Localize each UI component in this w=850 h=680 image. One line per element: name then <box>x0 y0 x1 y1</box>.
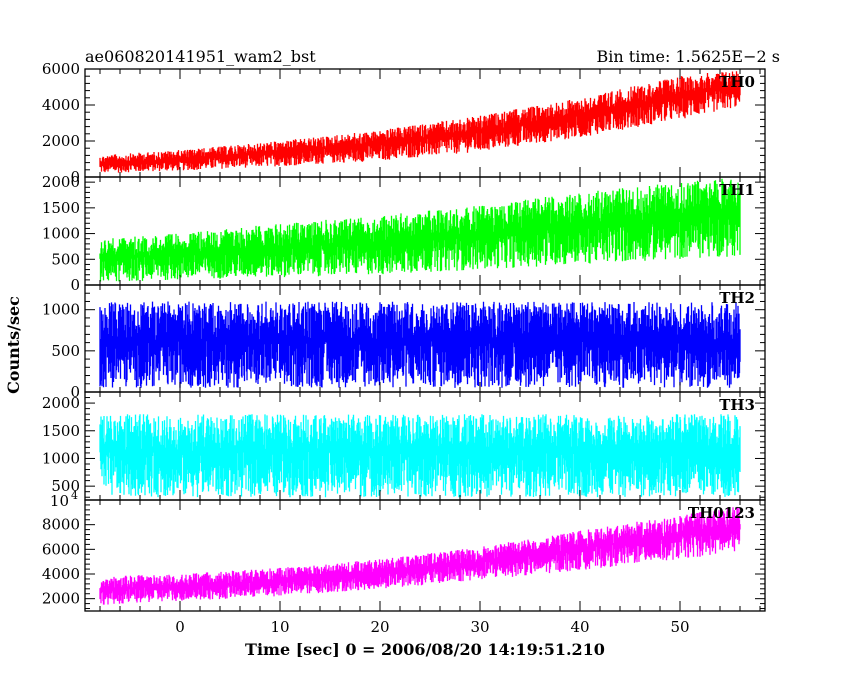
y-tick-label: 6000 <box>42 60 80 78</box>
x-tick-label: 40 <box>570 618 589 636</box>
series-th0123 <box>99 506 741 605</box>
y-tick-label: 0 <box>70 383 80 401</box>
panel-label-th0123: TH0123 <box>688 504 755 522</box>
y-tick-label: 0 <box>70 276 80 294</box>
x-axis-title: Time [sec] 0 = 2006/08/20 14:19:51.210 <box>245 640 605 659</box>
y-tick-label: 2000 <box>42 132 80 150</box>
panel-label-th2: TH2 <box>719 289 755 307</box>
y-tick-label: 500 <box>51 477 80 495</box>
y-tick-label: 6000 <box>42 540 80 558</box>
y-tick-label: 0 <box>70 168 80 186</box>
panel-label-th3: TH3 <box>719 396 755 414</box>
panel-th3: 500 1000 1500 2000 TH3 <box>42 391 766 501</box>
panel-label-th0: TH0 <box>719 73 755 91</box>
panel-label-th1: TH1 <box>719 181 755 199</box>
series-th2 <box>99 301 741 388</box>
y-tick-label: 2000 <box>42 590 80 608</box>
chart-title: ae060820141951_wam2_bst <box>85 47 316 66</box>
x-tick-label: 20 <box>370 618 389 636</box>
x-axis: 0 10 20 30 40 50 <box>175 618 689 636</box>
y-tick-label: 2000 <box>42 173 80 191</box>
y-tick-label: 2000 <box>42 394 80 412</box>
x-tick-label: 0 <box>175 618 185 636</box>
y-top-label-exponent: 4 <box>71 489 78 502</box>
y-tick-label: 4000 <box>42 565 80 583</box>
panel-th1: 0 500 1000 1500 2000 TH1 <box>42 173 766 294</box>
y-tick-label: 1000 <box>42 301 80 319</box>
y-tick-label: 1500 <box>42 199 80 217</box>
y-top-label: 10 <box>50 492 69 510</box>
y-tick-label: 500 <box>51 250 80 268</box>
series-th0 <box>99 71 741 173</box>
panel-frame <box>84 499 766 612</box>
y-tick-label: 1000 <box>42 225 80 243</box>
bin-time-label: Bin time: 1.5625E−2 s <box>597 47 780 66</box>
y-tick-label: 1000 <box>42 449 80 467</box>
panel-th2: 0 500 1000 TH2 <box>42 284 766 401</box>
y-tick-label: 1500 <box>42 422 80 440</box>
x-tick-label: 30 <box>470 618 489 636</box>
x-tick-label: 10 <box>270 618 289 636</box>
x-tick-label: 50 <box>670 618 689 636</box>
y-tick-label: 8000 <box>42 516 80 534</box>
series-th3 <box>99 414 741 498</box>
panel-th0: 0 2000 4000 6000 TH0 <box>42 60 766 186</box>
y-tick-label: 4000 <box>42 96 80 114</box>
y-tick-label: 500 <box>51 342 80 360</box>
series-th1 <box>99 178 741 282</box>
panel-th0123: 2000 4000 6000 8000 10 4 TH0123 <box>42 489 766 612</box>
y-axis-title: Counts/sec <box>4 296 23 394</box>
